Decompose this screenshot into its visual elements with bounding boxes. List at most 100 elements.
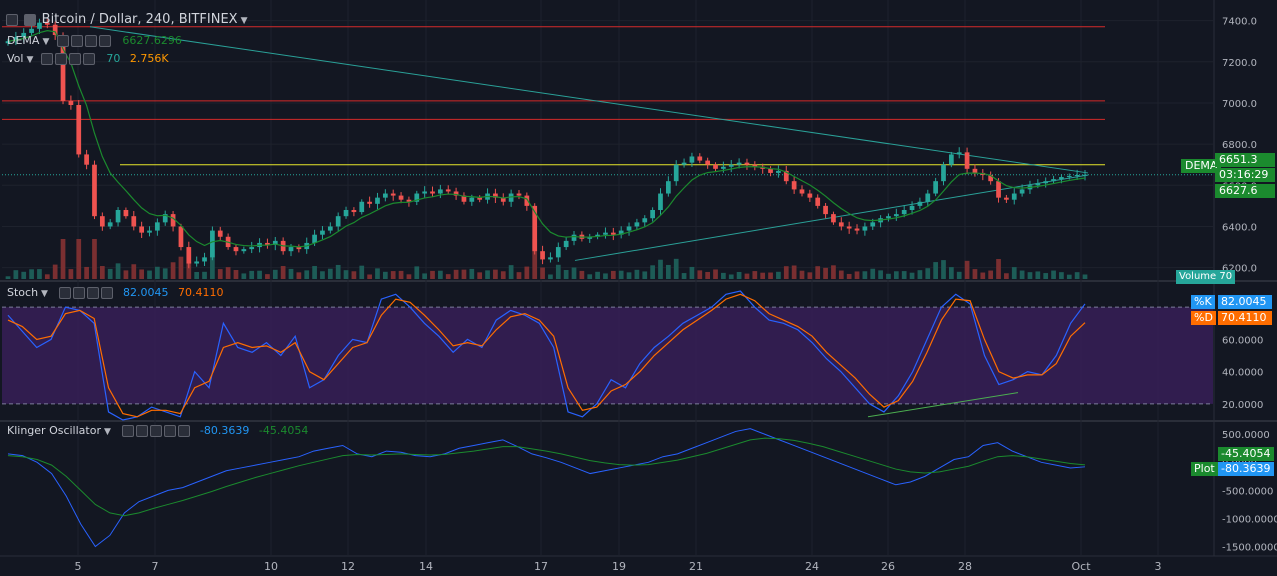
dema-line bbox=[7, 30, 1086, 248]
volume-bar bbox=[241, 273, 247, 279]
volume-bar bbox=[783, 266, 789, 279]
volume-bar bbox=[878, 270, 883, 279]
collapse-icon[interactable] bbox=[6, 13, 18, 26]
volume-bar bbox=[728, 274, 734, 279]
volume-bar bbox=[846, 273, 852, 279]
settings-icon[interactable] bbox=[136, 425, 149, 437]
volume-tag-value: 70 bbox=[1219, 271, 1233, 282]
time-tick-label: 7 bbox=[152, 560, 159, 573]
candle-body bbox=[107, 222, 113, 227]
volume-bar bbox=[390, 271, 396, 279]
settings-icon[interactable] bbox=[73, 287, 86, 299]
chevron-down-icon[interactable]: ▼ bbox=[41, 289, 48, 299]
price-tick-label: 7000.0 bbox=[1222, 99, 1257, 110]
volume-bar bbox=[752, 271, 758, 279]
candle-body bbox=[1004, 197, 1009, 200]
volume-bar bbox=[595, 271, 600, 279]
volume-bar bbox=[886, 273, 891, 279]
candle-body bbox=[445, 189, 451, 192]
volume-bar bbox=[320, 271, 325, 279]
volume-bar bbox=[304, 270, 310, 279]
volume-bar bbox=[288, 268, 294, 279]
close-icon[interactable] bbox=[178, 425, 191, 437]
volume-bar bbox=[155, 266, 160, 279]
flag-icon[interactable] bbox=[23, 13, 36, 26]
chevron-down-icon[interactable]: ▼ bbox=[26, 55, 34, 65]
settings-icon[interactable] bbox=[70, 35, 83, 47]
volume-bar bbox=[838, 270, 844, 279]
volume-bar bbox=[1019, 270, 1025, 279]
more-icon[interactable] bbox=[84, 35, 97, 47]
volume-bar bbox=[854, 271, 860, 279]
time-tick-label: 12 bbox=[341, 560, 355, 573]
volume-bar bbox=[901, 271, 907, 279]
stoch-label[interactable]: Stoch bbox=[7, 286, 39, 299]
volume-bar bbox=[1035, 271, 1041, 279]
klinger-signal-value: -45.4054 bbox=[258, 424, 309, 437]
volume-bar bbox=[658, 259, 663, 279]
vol-label[interactable]: Vol bbox=[7, 52, 24, 65]
klinger-label[interactable]: Klinger Oscillator bbox=[7, 424, 101, 437]
volume-bar bbox=[1027, 272, 1033, 279]
candle-body bbox=[524, 195, 530, 206]
candle-body bbox=[52, 24, 58, 35]
volume-bar bbox=[438, 270, 443, 279]
eye-icon[interactable] bbox=[59, 287, 72, 299]
time-tick-label: 28 bbox=[958, 560, 972, 573]
chevron-down-icon[interactable]: ▼ bbox=[103, 427, 111, 437]
eye-icon[interactable] bbox=[56, 35, 69, 47]
dema-label[interactable]: DEMA bbox=[7, 34, 40, 47]
candle-body bbox=[178, 226, 184, 248]
candle-body bbox=[996, 181, 1001, 198]
stoch-d-value: 70.4110 bbox=[177, 286, 224, 299]
volume-bar bbox=[52, 264, 58, 279]
volume-bar bbox=[265, 274, 270, 279]
volume-bar bbox=[37, 269, 42, 279]
volume-bar bbox=[343, 270, 349, 279]
candle-body bbox=[665, 181, 671, 194]
klinger-tick-label: -1000.0000 bbox=[1222, 514, 1277, 525]
eye-icon[interactable] bbox=[122, 425, 135, 437]
volume-bar bbox=[909, 272, 915, 279]
candle-body bbox=[390, 193, 396, 196]
eye-icon[interactable] bbox=[40, 53, 53, 65]
candle-body bbox=[540, 251, 545, 260]
volume-tag: Volume 70 bbox=[1176, 270, 1236, 284]
settings-icon[interactable] bbox=[54, 53, 67, 65]
volume-bar bbox=[972, 269, 978, 279]
symbol-title[interactable]: Bitcoin / Dollar, 240, BITFINEX bbox=[41, 12, 238, 27]
chevron-down-icon[interactable]: ▼ bbox=[42, 37, 50, 47]
candle-body bbox=[288, 247, 294, 252]
volume-bar bbox=[807, 272, 813, 279]
chevron-down-icon[interactable]: ▼ bbox=[240, 16, 248, 26]
candle-body bbox=[359, 201, 365, 213]
candle-body bbox=[155, 222, 160, 231]
price-tick-label: 6400.0 bbox=[1222, 222, 1257, 233]
candle-body bbox=[799, 189, 805, 194]
more-icon[interactable] bbox=[87, 287, 100, 299]
volume-bar bbox=[5, 276, 11, 279]
candle-body bbox=[241, 249, 247, 252]
close-icon[interactable] bbox=[98, 35, 111, 47]
time-tick-label: 17 bbox=[534, 560, 548, 573]
candle-body bbox=[508, 193, 514, 202]
close-icon[interactable] bbox=[82, 53, 95, 65]
volume-bar bbox=[673, 258, 679, 279]
volume-bar bbox=[123, 270, 129, 279]
time-tick-label: 21 bbox=[689, 560, 703, 573]
candle-body bbox=[84, 154, 89, 165]
candle-body bbox=[956, 152, 962, 155]
volume-bar bbox=[956, 271, 962, 279]
volume-bar bbox=[406, 274, 412, 279]
candle-body bbox=[249, 247, 255, 250]
volume-bar bbox=[524, 266, 530, 279]
more-icon[interactable] bbox=[164, 425, 177, 437]
klinger-line bbox=[7, 428, 1086, 548]
more-icon[interactable] bbox=[68, 53, 81, 65]
close-icon[interactable] bbox=[101, 287, 114, 299]
volume-bar bbox=[445, 274, 451, 279]
volume-bar bbox=[461, 269, 467, 279]
more-icon[interactable] bbox=[150, 425, 163, 437]
volume-bar bbox=[257, 270, 262, 279]
